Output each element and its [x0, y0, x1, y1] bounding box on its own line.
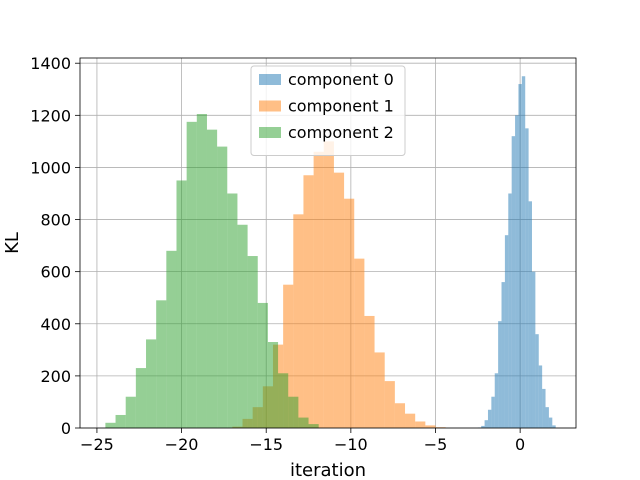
histogram-bar-series-2 [125, 396, 136, 428]
histogram-bar-series-0 [508, 193, 512, 428]
histogram-bar-series-1 [394, 403, 406, 428]
y-tick-label: 800 [40, 211, 71, 230]
histogram-bar-series-2 [298, 417, 309, 428]
legend-swatch [259, 74, 281, 85]
histogram-bar-series-0 [494, 373, 499, 428]
y-axis-title: KL [2, 232, 23, 254]
legend: component 0 component 1 component 2 [250, 65, 406, 156]
histogram-bar-series-2 [247, 256, 258, 428]
plot-frame [79, 57, 577, 429]
histogram-bars [105, 76, 556, 429]
histogram-bar-series-2 [105, 422, 116, 428]
histogram-bar-series-0 [491, 396, 495, 428]
histogram-bar-series-2 [206, 129, 218, 429]
y-tick-label: 1000 [30, 158, 71, 177]
legend-label: component 2 [288, 123, 394, 142]
histogram-bar-series-1 [425, 425, 436, 428]
histogram-bar-series-2 [237, 224, 248, 428]
histogram-bar-series-0 [542, 388, 546, 428]
histogram-bar-series-2 [217, 146, 228, 428]
histogram-bar-series-0 [518, 84, 522, 428]
histogram-bar-series-0 [484, 420, 488, 428]
histogram-bar-series-2 [196, 114, 207, 429]
histogram-bar-series-2 [156, 300, 167, 428]
x-tick-label: 0 [515, 435, 525, 454]
y-tick-label: 200 [40, 367, 71, 386]
histogram-bar-series-2 [227, 193, 238, 428]
histogram-bar-series-2 [176, 180, 187, 428]
legend-swatch [259, 100, 281, 112]
histogram-bar-series-1 [313, 151, 324, 429]
histogram-bar-series-0 [521, 76, 526, 428]
histogram-bar-series-0 [535, 334, 539, 428]
histogram-bar-series-2 [166, 250, 177, 428]
histogram-bar-series-2 [146, 339, 157, 428]
histogram-bar-series-2 [278, 373, 289, 428]
x-tick-label: −20 [165, 435, 199, 454]
histogram-bar-series-0 [511, 136, 516, 429]
histogram-bar-series-0 [548, 417, 553, 428]
histogram-bar-series-1 [303, 175, 314, 428]
legend-swatch [259, 127, 281, 138]
histogram-bar-series-1 [415, 421, 426, 428]
histogram-bar-series-0 [487, 409, 492, 428]
y-tick-label: 1400 [30, 54, 71, 73]
x-tick-label: −10 [334, 435, 368, 454]
histogram-bar-series-0 [552, 425, 556, 428]
histogram-bar-series-1 [323, 141, 334, 428]
histogram-bar-series-2 [186, 121, 197, 429]
x-tick-label: −15 [249, 435, 283, 454]
histogram-bar-series-2 [267, 342, 279, 428]
y-tick-label: 600 [40, 263, 71, 282]
histogram-bar-series-2 [288, 396, 299, 428]
histogram-bar-series-1 [283, 284, 294, 428]
histogram-bar-series-1 [405, 413, 416, 428]
histogram-bar-series-2 [115, 414, 126, 428]
x-tick-label: −25 [80, 435, 114, 454]
histogram-bar-series-0 [515, 115, 519, 428]
axis-ticks: −25 −20 −15 −10 −5 0 0 200 400 600 800 1000 1200 1400 [30, 54, 525, 454]
histogram-bar-series-2 [257, 302, 268, 428]
legend-label: component 1 [288, 97, 394, 116]
histogram-bar-series-1 [293, 214, 304, 428]
histogram-bar-series-1 [333, 172, 345, 428]
histogram-bar-series-1 [364, 315, 375, 428]
y-tick-label: 0 [61, 419, 71, 438]
histogram-bar-series-1 [374, 352, 385, 428]
y-tick-label: 1200 [30, 106, 71, 125]
histogram-bar-series-0 [545, 407, 549, 428]
histogram-bar-series-2 [135, 368, 147, 428]
histogram-bar-series-0 [498, 321, 502, 428]
histogram-bar-series-2 [308, 424, 319, 428]
histogram-bar-series-0 [538, 365, 543, 428]
histogram-bar-series-0 [528, 201, 532, 428]
legend-box [250, 65, 406, 156]
y-tick-label: 400 [40, 315, 71, 334]
histogram-bar-series-0 [501, 282, 505, 428]
histogram-bar-series-0 [531, 271, 536, 428]
x-axis-title: iteration [290, 460, 366, 480]
x-tick-label: −5 [424, 435, 448, 454]
histogram-bar-series-0 [525, 128, 529, 428]
histogram-bar-series-1 [384, 381, 395, 428]
histogram-bar-series-1 [344, 198, 355, 428]
histogram-bar-series-0 [504, 235, 509, 428]
histogram-bar-series-0 [481, 425, 485, 428]
legend-label: component 0 [288, 70, 394, 89]
histogram-bar-series-1 [354, 258, 365, 428]
